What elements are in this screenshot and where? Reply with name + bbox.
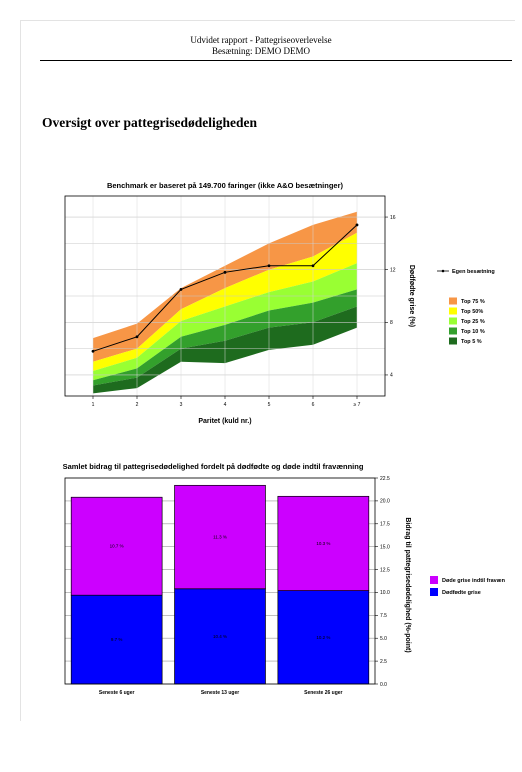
chart1-legend-swatch-2 (449, 317, 457, 325)
chart2-bar-1-2 (277, 495, 370, 591)
chart2-legend-swatch-0 (430, 588, 438, 596)
chart2-y-tick-label: 10.0 (380, 590, 390, 596)
chart1-legend-swatch-0 (449, 297, 457, 305)
chart2-bar-1-1 (174, 484, 266, 590)
chart2-bar-0-0 (70, 594, 163, 685)
chart2-x-tick-label: Seneste 6 uger (99, 690, 135, 696)
chart2-bar-0-1 (174, 588, 266, 685)
chart2-bar-1-0 (70, 496, 163, 596)
chart2-y-tick-label: 12.5 (380, 567, 390, 573)
chart2-data-label: 9.7 % (111, 637, 123, 642)
chart1-y-tick-label: 12 (390, 267, 396, 273)
header-divider (40, 60, 512, 61)
chart1-own-herd-point (179, 288, 183, 291)
chart2-y-tick-label: 17.5 (380, 522, 390, 528)
chart1-x-tick-label: ≥ 7 (354, 402, 361, 408)
chart1-y-label: Dødfødte grise (%) (408, 265, 415, 327)
chart2-title: Samlet bidrag til pattegrisedødelighed f… (63, 462, 364, 471)
chart2-bars: 9.7 % 10.7 % 10.4 % 11.3 % 10.2 % 10.3 % (70, 484, 370, 685)
chart2-y-tick-label: 22.5 (380, 476, 390, 482)
chart1-x-tick-label: 4 (224, 402, 227, 408)
chart1-grid (65, 196, 385, 396)
chart2-y-tick-label: 5.0 (380, 636, 387, 642)
chart2-data-label: 10.2 % (316, 635, 330, 640)
chart1-legend: Egen besætning Top 75 % Top 50% Top 25 % Top… (437, 269, 495, 345)
chart1-y-ticks: 4 8 12 16 (385, 215, 396, 379)
chart1-x-tick-label: 5 (268, 402, 271, 408)
chart1-y-tick-label: 8 (390, 320, 393, 326)
chart1-legend-band-label-3: Top 10 % (461, 329, 485, 335)
chart1-title: Benchmark er baseret på 149.700 faringer… (107, 181, 344, 190)
chart1-x-label: Paritet (kuld nr.) (198, 418, 251, 425)
chart2-legend-label-0: Dødfødte grise (442, 590, 481, 596)
chart1-own-herd-point (355, 223, 359, 227)
chart1-own-herd-point (267, 264, 271, 268)
chart1-y-tick-label: 4 (390, 373, 393, 379)
chart2-legend: Døde grise indtil fravæn Dødfødte grise (430, 576, 506, 596)
chart1-own-herd-point (311, 264, 315, 268)
chart1-x-tick-label: 2 (136, 402, 139, 408)
chart2-data-label: 10.4 % (213, 634, 227, 639)
chart2-frame (64, 477, 376, 685)
chart1-y-tick-label: 16 (390, 215, 396, 221)
chart2-y-label: Bidrag til pattegrisedødelighed (%-point… (404, 517, 411, 652)
chart1-legend-swatch-3 (449, 327, 457, 335)
chart1-x-tick-label: 6 (312, 402, 315, 408)
chart1-x-tick-label: 3 (180, 402, 183, 408)
chart2-y-tick-label: 7.5 (380, 613, 387, 619)
herd-name: Besætning: DEMO DEMO (211, 46, 310, 56)
chart2-x-ticks: Seneste 6 uger Seneste 13 uger Seneste 26 … (99, 690, 343, 696)
chart2-x-tick-label: Seneste 26 uger (304, 690, 342, 696)
section-title: Oversigt over pattegrisedødeligheden (42, 115, 257, 130)
chart2-data-label: 10.3 % (316, 541, 330, 546)
chart2-y-tick-label: 0.0 (380, 682, 387, 688)
report-header: Udvidet rapport - Pattegriseoverlevelse … (0, 35, 522, 57)
chart1-legend-band-label-4: Top 5 % (461, 339, 482, 345)
report-title: Udvidet rapport - Pattegriseoverlevelse (190, 35, 332, 45)
chart1-legend-point (441, 269, 445, 273)
page-frame (20, 20, 515, 721)
chart2-y-ticks: 0.0 2.5 5.0 7.5 10.0 12.5 15.0 17.5 20.0 22.5 (375, 476, 390, 688)
chart1-legend-series-label: Egen besætning (452, 269, 495, 275)
chart1-series (91, 223, 359, 353)
chart2-x-tick-label: Seneste 13 uger (201, 690, 239, 696)
chart2-data-label: 11.3 % (213, 535, 227, 540)
chart2-bar-0-2 (277, 590, 370, 685)
chart1-legend-band-label-0: Top 75 % (461, 299, 485, 305)
chart1-own-herd-point (91, 349, 95, 353)
chart2-legend-label-1: Døde grise indtil fravæn (442, 578, 506, 584)
chart2-y-tick-label: 2.5 (380, 659, 387, 665)
chart1-legend-swatch-4 (449, 337, 457, 345)
chart2-data-label: 10.7 % (110, 544, 124, 549)
chart1-legend-band-label-2: Top 25 % (461, 319, 485, 325)
chart1-legend-band-label-1: Top 50% (461, 309, 483, 315)
chart1-own-herd-point (135, 335, 139, 339)
chart2-y-tick-label: 20.0 (380, 499, 390, 505)
chart2-y-tick-label: 15.0 (380, 544, 390, 550)
chart2-legend-swatch-1 (430, 576, 438, 584)
chart1-legend-swatch-1 (449, 307, 457, 315)
chart1-x-tick-label: 1 (92, 402, 95, 408)
chart1-x-ticks: 1 2 3 4 5 6 ≥ 7 (92, 396, 361, 408)
chart1-own-herd-point (223, 270, 227, 274)
